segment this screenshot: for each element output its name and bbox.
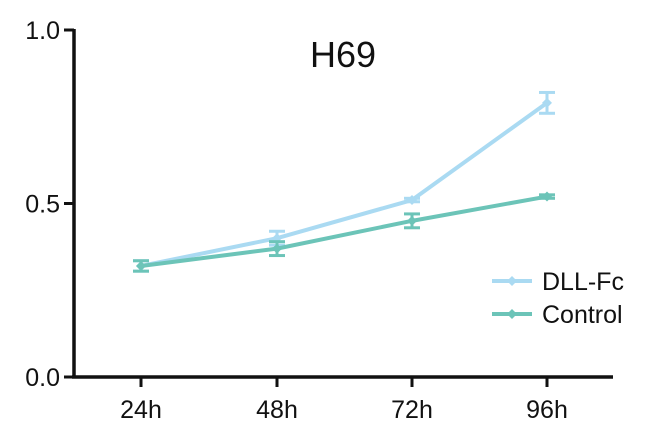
x-tick-label: 96h bbox=[526, 396, 568, 424]
x-tick-label: 48h bbox=[256, 396, 298, 424]
data-point bbox=[407, 195, 417, 206]
axes: 0.0 0.5 1.0 24h 48h 72h 96h bbox=[25, 17, 613, 424]
chart-title: H69 bbox=[310, 34, 376, 75]
y-tick-label: 1.0 bbox=[25, 17, 60, 45]
legend-label: Control bbox=[542, 301, 623, 329]
data-point bbox=[272, 243, 282, 254]
y-tick-label: 0.5 bbox=[25, 191, 60, 219]
series-control bbox=[133, 191, 555, 273]
series-line bbox=[140, 194, 548, 268]
x-tick-label: 72h bbox=[391, 396, 433, 424]
data-point bbox=[542, 191, 552, 202]
series-line bbox=[140, 101, 549, 268]
legend-label: DLL-Fc bbox=[542, 268, 624, 296]
data-point bbox=[136, 260, 146, 271]
legend-item: Control bbox=[492, 301, 623, 329]
legend: DLL-Fc Control bbox=[492, 268, 624, 329]
y-tick-label: 0.0 bbox=[25, 364, 60, 392]
series-layer bbox=[133, 90, 555, 273]
data-point bbox=[407, 215, 417, 226]
x-tick-label: 24h bbox=[120, 396, 162, 424]
data-point bbox=[542, 97, 552, 108]
legend-item: DLL-Fc bbox=[492, 268, 624, 296]
series-dll-fc bbox=[133, 90, 555, 273]
